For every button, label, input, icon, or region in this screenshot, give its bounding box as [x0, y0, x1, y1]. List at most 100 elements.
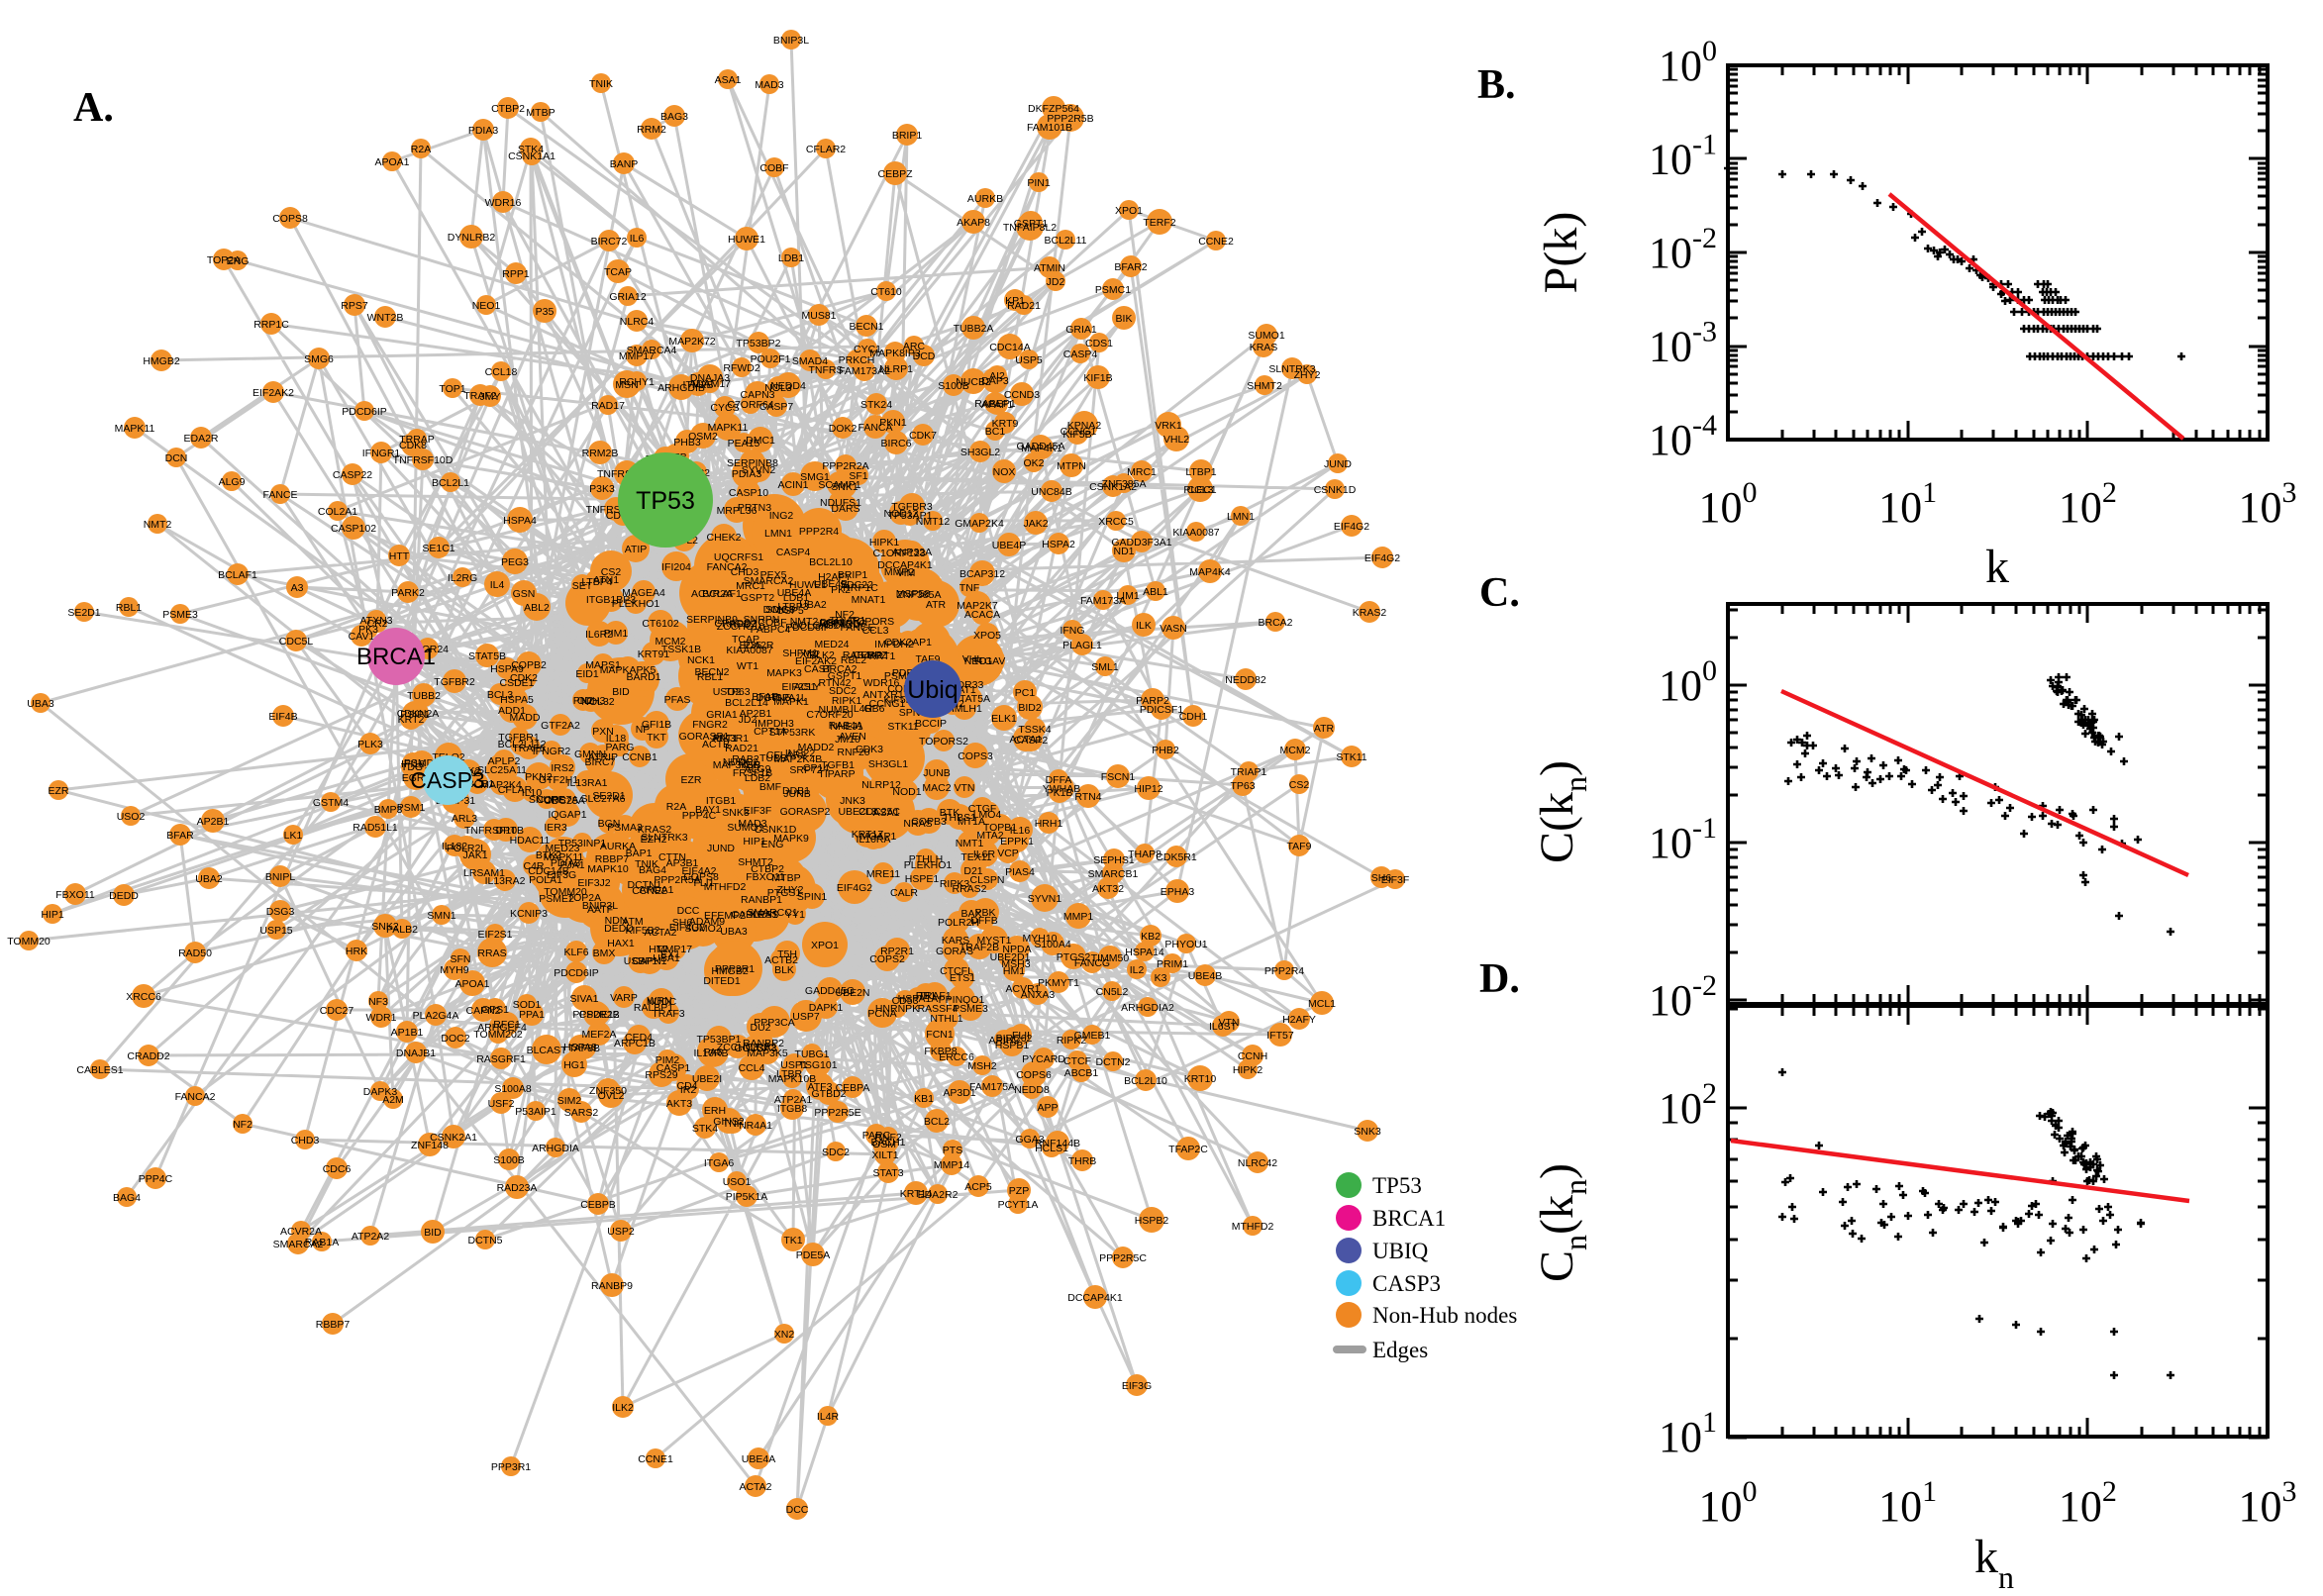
svg-text:CDK7: CDK7: [909, 430, 937, 442]
svg-text:RIPK3: RIPK3: [940, 878, 970, 890]
svg-text:GTBD2: GTBD2: [811, 1088, 846, 1100]
svg-text:GADD45A: GADD45A: [1016, 441, 1064, 452]
svg-text:IL6ST: IL6ST: [1209, 1021, 1238, 1033]
svg-text:RIPK2: RIPK2: [1057, 1035, 1087, 1047]
svg-text:CDC27: CDC27: [320, 1005, 354, 1017]
svg-text:YY1: YY1: [785, 909, 805, 921]
svg-text:D21: D21: [963, 865, 982, 877]
svg-text:RTN4: RTN4: [1074, 791, 1101, 803]
svg-text:TSSK1B: TSSK1B: [661, 644, 701, 655]
svg-text:BRIP1: BRIP1: [838, 569, 868, 581]
svg-text:NLRC42: NLRC42: [1238, 1157, 1277, 1169]
svg-text:TNFRSF10B: TNFRSF10B: [464, 825, 524, 837]
svg-text:TGFB1: TGFB1: [821, 759, 855, 771]
svg-text:EDA2R: EDA2R: [183, 433, 218, 445]
svg-text:PSIP1: PSIP1: [400, 709, 430, 721]
svg-text:JMY: JMY: [480, 391, 501, 403]
svg-text:ATN1: ATN1: [593, 574, 619, 586]
svg-text:AP3D1: AP3D1: [943, 1087, 975, 1099]
svg-text:AKT1: AKT1: [712, 733, 738, 745]
svg-text:PKN1: PKN1: [879, 417, 907, 429]
svg-text:IFNGR2: IFNGR2: [533, 746, 571, 757]
svg-text:DFFA: DFFA: [1046, 774, 1072, 786]
svg-text:MSH2: MSH2: [967, 1060, 996, 1072]
svg-text:BAG4: BAG4: [639, 864, 666, 876]
svg-text:CSDE1: CSDE1: [499, 677, 534, 689]
svg-text:BCL2L112: BCL2L112: [498, 739, 547, 750]
svg-text:PPP3R1: PPP3R1: [491, 1461, 531, 1473]
svg-text:DARS: DARS: [831, 503, 859, 515]
svg-text:RPS29: RPS29: [645, 1069, 677, 1081]
svg-text:NF3: NF3: [368, 996, 388, 1008]
svg-text:NLRP2: NLRP2: [743, 1042, 776, 1053]
svg-text:TCAP: TCAP: [732, 634, 759, 646]
svg-text:BGN: BGN: [598, 818, 621, 830]
svg-text:RABEP1: RABEP1: [974, 398, 1016, 410]
svg-text:FANCA2: FANCA2: [175, 1091, 216, 1103]
svg-text:KARS: KARS: [942, 935, 970, 947]
svg-text:HMGB2: HMGB2: [143, 355, 180, 367]
svg-text:ITGA6: ITGA6: [704, 1157, 735, 1169]
svg-text:R2A: R2A: [666, 801, 686, 813]
svg-text:KRT1: KRT1: [869, 650, 896, 662]
svg-text:CCL4: CCL4: [739, 1062, 765, 1074]
svg-text:BFAR: BFAR: [166, 830, 194, 842]
svg-text:TSG101: TSG101: [798, 1059, 837, 1071]
svg-text:GINS2: GINS2: [713, 1116, 745, 1128]
svg-text:LIM1: LIM1: [1116, 590, 1140, 602]
svg-text:UBE2N: UBE2N: [835, 987, 869, 999]
svg-text:UBE4A: UBE4A: [742, 1453, 775, 1465]
svg-text:MAGEA4: MAGEA4: [622, 587, 665, 599]
svg-text:DCTN5: DCTN5: [756, 692, 790, 704]
svg-text:BRCA2: BRCA2: [822, 663, 857, 675]
svg-text:BLCAST: BLCAST: [527, 1045, 567, 1056]
svg-text:RAB4A2: RAB4A2: [843, 649, 882, 661]
svg-text:NDN: NDN: [605, 915, 628, 927]
svg-text:PSMC1: PSMC1: [1095, 284, 1131, 296]
svg-text:KRAS2: KRAS2: [638, 824, 672, 836]
svg-text:TERF2: TERF2: [1143, 217, 1175, 229]
svg-text:SMAD4: SMAD4: [792, 355, 828, 367]
svg-text:H2AFY: H2AFY: [1282, 1014, 1316, 1026]
svg-text:ATP2A1: ATP2A1: [774, 1094, 812, 1106]
svg-text:LRSAM1: LRSAM1: [463, 867, 505, 879]
svg-text:PPP2R5A: PPP2R5A: [654, 874, 700, 886]
svg-text:KCNIP3: KCNIP3: [510, 908, 548, 920]
svg-text:SYVN2: SYVN2: [742, 464, 776, 476]
svg-text:FLI1: FLI1: [693, 877, 714, 889]
svg-text:S100B: S100B: [938, 380, 969, 392]
svg-text:MED23: MED23: [545, 843, 579, 854]
svg-text:SNK2: SNK2: [371, 921, 399, 933]
svg-text:CASP1: CASP1: [656, 1062, 691, 1074]
svg-text:NEO1: NEO1: [472, 300, 501, 312]
svg-text:DCTN2: DCTN2: [1095, 1056, 1130, 1068]
svg-text:NOL3: NOL3: [764, 382, 792, 394]
svg-text:ABL1: ABL1: [1143, 586, 1168, 598]
svg-text:BAG3: BAG3: [660, 111, 688, 123]
svg-text:PDCD6IP: PDCD6IP: [785, 622, 831, 634]
svg-text:DFFB: DFFB: [970, 915, 997, 927]
svg-text:OVL2: OVL2: [598, 1090, 625, 1102]
svg-text:XILT1: XILT1: [871, 1149, 898, 1161]
svg-text:BC1: BC1: [985, 426, 1006, 438]
svg-text:DBNL: DBNL: [820, 617, 848, 629]
svg-text:USO2: USO2: [713, 686, 742, 698]
svg-text:RANBP1: RANBP1: [741, 894, 782, 906]
svg-text:SDC22: SDC22: [840, 579, 873, 591]
svg-text:PCYT1A: PCYT1A: [998, 1199, 1039, 1211]
svg-text:CS2: CS2: [1289, 779, 1310, 791]
svg-text:PABPC4: PABPC4: [751, 624, 791, 636]
svg-text:CRADD2: CRADD2: [714, 618, 757, 630]
svg-text:NLRP12: NLRP12: [861, 779, 901, 791]
svg-text:GSPT2: GSPT2: [741, 592, 775, 604]
svg-text:DAPK1: DAPK1: [809, 1002, 844, 1014]
svg-text:ANP32A: ANP32A: [892, 547, 932, 558]
svg-text:EIF3F: EIF3F: [744, 805, 772, 817]
svg-text:BMX: BMX: [593, 948, 616, 959]
svg-text:MAP2K72: MAP2K72: [668, 336, 715, 348]
svg-text:CCL18: CCL18: [485, 366, 518, 378]
svg-text:UBE4B: UBE4B: [1188, 970, 1222, 982]
svg-text:BIRC62: BIRC62: [996, 1033, 1033, 1045]
svg-text:10-4: 10-4: [1649, 409, 1717, 464]
svg-text:PDIA3: PDIA3: [468, 125, 499, 137]
